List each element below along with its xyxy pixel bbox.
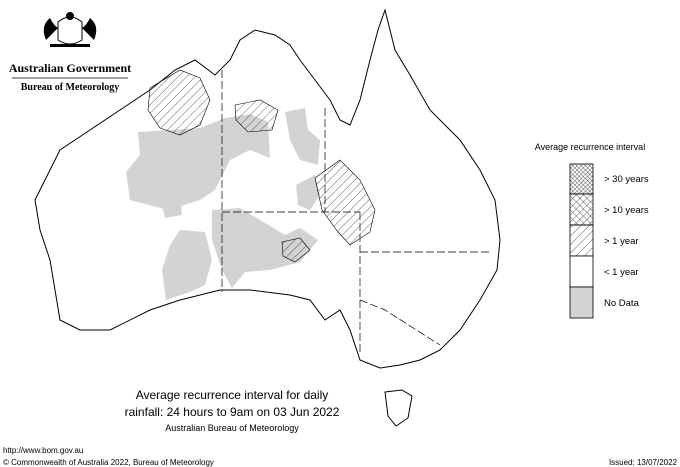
legend-label: > 1 year xyxy=(604,236,639,247)
legend-swatch xyxy=(569,163,594,195)
legend-label: < 1 year xyxy=(604,267,639,278)
coat-of-arms xyxy=(43,12,97,47)
footer-url: http://www.bom.gov.au xyxy=(3,446,83,455)
government-title: Australian Government xyxy=(9,61,131,75)
legend-swatch xyxy=(569,255,594,288)
legend-label: > 10 years xyxy=(604,205,649,216)
legend-label: No Data xyxy=(604,298,640,309)
footer-copyright: © Commonwealth of Australia 2022, Bureau… xyxy=(3,458,214,467)
state-borders xyxy=(221,70,492,355)
coastline xyxy=(34,8,501,369)
legend-swatches xyxy=(569,163,594,319)
legend-swatch xyxy=(569,224,594,257)
bureau-title: Bureau of Meteorology xyxy=(21,82,120,93)
tasmania xyxy=(384,389,413,427)
legend-labels: > 30 years > 10 years > 1 year < 1 year … xyxy=(604,174,649,309)
caption-line: Australian Bureau of Meteorology xyxy=(165,423,299,433)
no-data-areas xyxy=(126,108,320,300)
legend-title: Average recurrence interval xyxy=(535,142,645,152)
legend-swatch xyxy=(569,193,594,226)
caption-line: Average recurrence interval for daily xyxy=(136,388,329,402)
caption-line: rainfall: 24 hours to 9am on 03 Jun 2022 xyxy=(125,405,340,419)
legend-swatch xyxy=(569,286,594,319)
australia-map xyxy=(34,8,501,427)
legend-label: > 30 years xyxy=(604,174,649,185)
footer-issued: Issued: 13/07/2022 xyxy=(609,458,678,467)
